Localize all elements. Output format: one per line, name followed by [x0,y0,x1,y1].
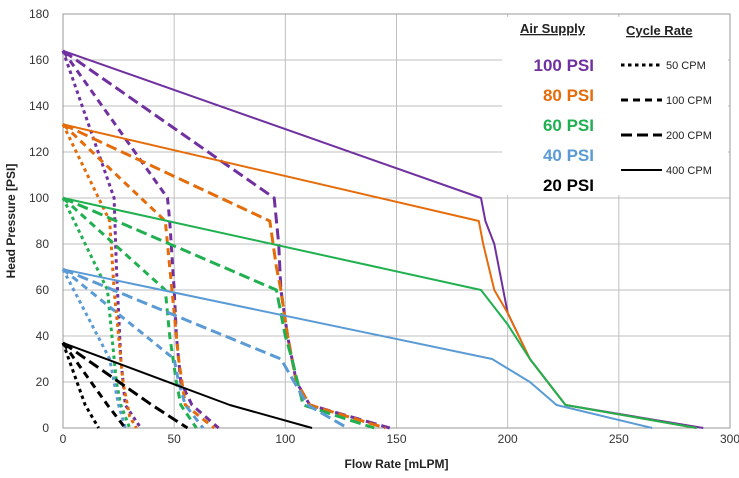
series-line-20psi-200cpm [62,341,189,430]
legend-cycle-rate-item: 50 CPM [666,60,706,72]
legend-air-supply-item: 60 PSI [543,116,594,135]
x-axis-title: Flow Rate [mLPM] [345,457,449,471]
plot-frame [62,13,731,429]
series-line-40psi-200cpm [62,267,349,430]
legend-air-supply-item: 20 PSI [543,176,594,195]
y-tick-label: 0 [42,421,49,435]
series-line-20psi-400cpm [62,341,313,429]
axis-tick-labels: 0 50 100 150 200 250 300 0 20 40 60 80 100 120 140 160 1… [29,7,739,446]
series-line-20psi-50cpm [61,342,100,429]
legend-air-supply-items: 100 PSI 80 PSI 60 PSI 40 PSI 20 PSI [534,56,595,195]
series-line-20psi-100cpm [61,342,127,429]
legend: Air Supply Cycle Rate 100 PSI 80 PSI 60 PS… [502,17,728,195]
legend-cycle-rate-title: Cycle Rate [626,23,692,38]
series-line-60psi-50cpm [61,197,132,429]
series-line-60psi-100cpm [61,196,198,429]
x-tick-label: 50 [167,432,181,446]
x-tick-label: 200 [498,432,518,446]
legend-air-supply-item: 100 PSI [534,56,595,75]
legend-air-supply-title: Air Supply [520,21,586,36]
y-tick-label: 40 [36,329,50,343]
legend-cycle-rate-item: 100 CPM [666,95,712,107]
legend-cycle-rate-item: 400 CPM [666,165,712,177]
x-tick-label: 300 [720,432,739,446]
series-line-100psi-100cpm [61,49,220,430]
y-axis-title: Head Pressure [PSI] [4,164,18,279]
series-line-40psi-50cpm [61,268,127,429]
y-tick-label: 140 [29,99,49,113]
legend-cycle-rate-item: 200 CPM [666,130,712,142]
series-line-80psi-200cpm [62,123,386,430]
y-tick-label: 100 [29,191,49,205]
y-tick-label: 60 [36,283,50,297]
y-tick-label: 120 [29,145,49,159]
legend-cycle-rate-items: 50 CPM 100 CPM 200 CPM 400 CPM [621,60,712,177]
y-tick-label: 160 [29,53,49,67]
series-line-80psi-50cpm [61,123,138,429]
x-tick-label: 150 [386,432,406,446]
series-line-80psi-100cpm [61,123,216,430]
legend-background [502,17,728,195]
series-line-40psi-400cpm [62,268,653,429]
legend-air-supply-item: 40 PSI [543,146,594,165]
y-tick-label: 20 [36,375,50,389]
y-tick-label: 80 [36,237,50,251]
series-line-60psi-400cpm [62,197,697,429]
series-line-100psi-50cpm [61,50,143,429]
x-tick-label: 0 [60,432,67,446]
y-tick-label: 180 [29,7,49,21]
x-tick-label: 250 [609,432,629,446]
legend-air-supply-item: 80 PSI [543,86,594,105]
series-lines [61,49,704,430]
x-tick-label: 100 [275,432,295,446]
